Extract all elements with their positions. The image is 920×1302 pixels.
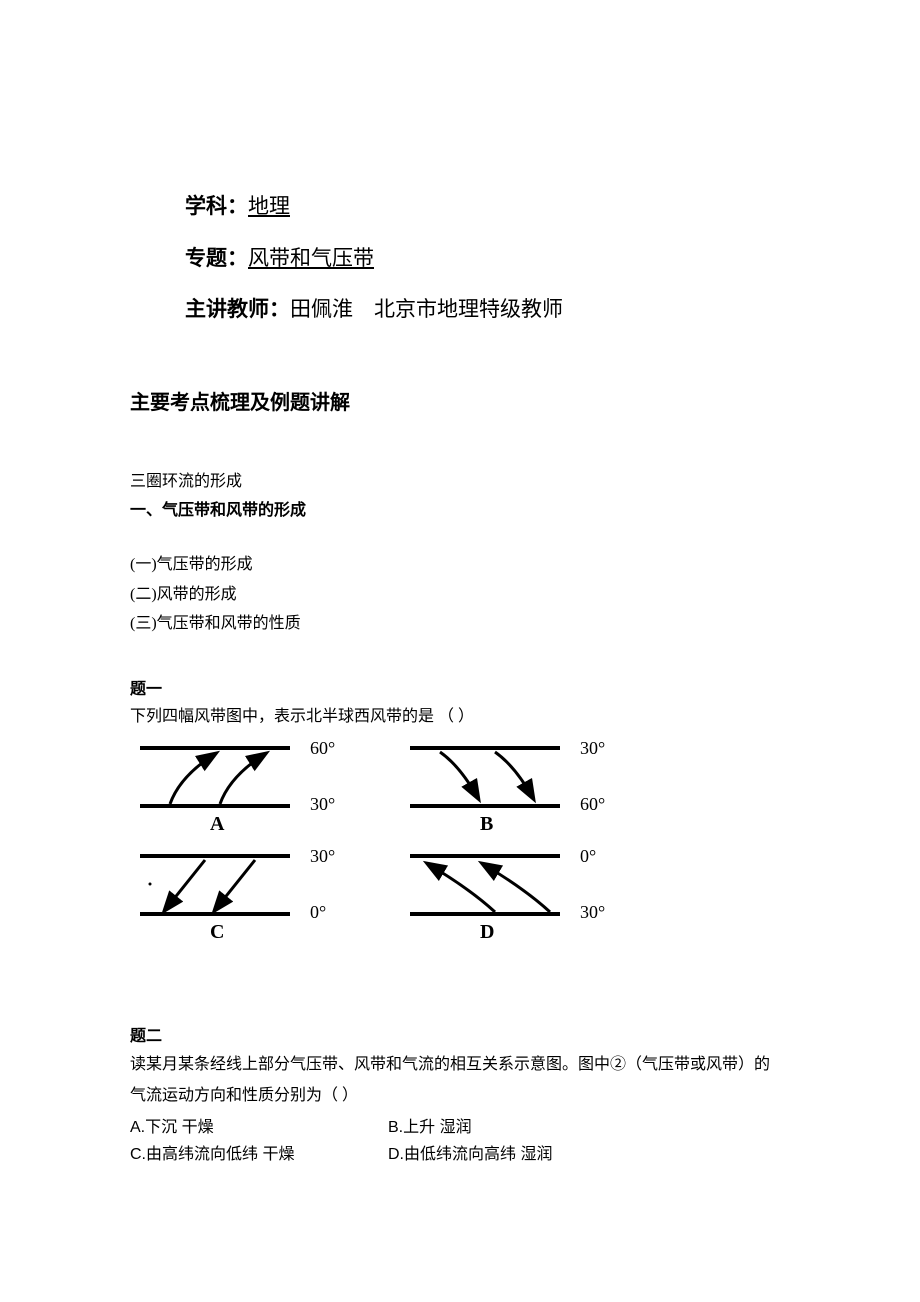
diagram-row-1: 60° 30° A 30°	[130, 736, 790, 836]
panel-A: 60° 30° A	[130, 736, 360, 836]
panel-C-bot-deg: 0°	[310, 902, 326, 922]
panel-A-bot-deg: 30°	[310, 794, 335, 814]
question-2: 题二 读某月某条经线上部分气压带、风带和气流的相互关系示意图。图中②（气压带或风…	[130, 1024, 790, 1170]
panel-B-label: B	[480, 813, 493, 835]
panel-B-bot-deg: 60°	[580, 794, 605, 814]
document-header: 学科：地理 专题：风带和气压带 主讲教师：田佩淮 北京市地理特级教师	[185, 190, 790, 327]
teacher-line: 主讲教师：田佩淮 北京市地理特级教师	[185, 293, 790, 327]
subject-line: 学科：地理	[185, 190, 790, 224]
panel-B: 30° 60° B	[400, 736, 630, 836]
panel-C-top-deg: 30°	[310, 846, 335, 866]
panel-D-bot-deg: 30°	[580, 902, 605, 922]
outline-sub-1: (一)气压带的形成	[130, 552, 790, 578]
topic-line: 专题：风带和气压带	[185, 242, 790, 276]
panel-A-label: A	[210, 813, 225, 835]
teacher-title: 北京市地理特级教师	[374, 297, 563, 321]
q2-text-2: 气流运动方向和性质分别为（ ）	[130, 1083, 790, 1109]
question-1: 题一 下列四幅风带图中，表示北半球西风带的是 （ ） 60°	[130, 677, 790, 944]
panel-A-top-deg: 60°	[310, 738, 335, 758]
panel-C-label: C	[210, 921, 224, 943]
panel-D-label: D	[480, 921, 494, 943]
q2-text-1: 读某月某条经线上部分气压带、风带和气流的相互关系示意图。图中②（气压带或风带）的	[130, 1052, 790, 1078]
q2-title: 题二	[130, 1024, 790, 1050]
q2-option-D: D.由低纬流向高纬 湿润	[388, 1142, 552, 1168]
q1-text: 下列四幅风带图中，表示北半球西风带的是 （ ）	[130, 704, 790, 730]
topic-label: 专题：	[185, 246, 248, 270]
outline-sub-3: (三)气压带和风带的性质	[130, 611, 790, 637]
diagram-row-2: 30° 0° C 0° 30	[130, 844, 790, 944]
teacher-label: 主讲教师：	[185, 297, 290, 321]
outline-block: 三圈环流的形成 一、气压带和风带的形成	[130, 469, 790, 524]
q2-option-C: C.由高纬流向低纬 干燥	[130, 1142, 388, 1168]
teacher-name: 田佩淮	[290, 297, 353, 321]
q2-options-row-1: A.下沉 干燥 B.上升 湿润	[130, 1115, 790, 1143]
q1-diagram: 60° 30° A 30°	[130, 736, 790, 944]
outline-sub-block: (一)气压带的形成 (二)风带的形成 (三)气压带和风带的性质	[130, 552, 790, 637]
q2-option-B: B.上升 湿润	[388, 1115, 472, 1141]
subject-value: 地理	[248, 194, 290, 218]
topic-value: 风带和气压带	[248, 246, 374, 270]
panel-B-top-deg: 30°	[580, 738, 605, 758]
outline-line-1: 三圈环流的形成	[130, 469, 790, 495]
q2-options-row-2: C.由高纬流向低纬 干燥 D.由低纬流向高纬 湿润	[130, 1142, 790, 1170]
q1-title: 题一	[130, 677, 790, 703]
panel-D: 0° 30° D	[400, 844, 630, 944]
section-title: 主要考点梳理及例题讲解	[130, 387, 790, 419]
subject-label: 学科：	[185, 194, 248, 218]
q2-option-A: A.下沉 干燥	[130, 1115, 388, 1141]
panel-C: 30° 0° C	[130, 844, 360, 944]
outline-sub-2: (二)风带的形成	[130, 582, 790, 608]
panel-D-top-deg: 0°	[580, 846, 596, 866]
outline-line-2: 一、气压带和风带的形成	[130, 498, 790, 524]
